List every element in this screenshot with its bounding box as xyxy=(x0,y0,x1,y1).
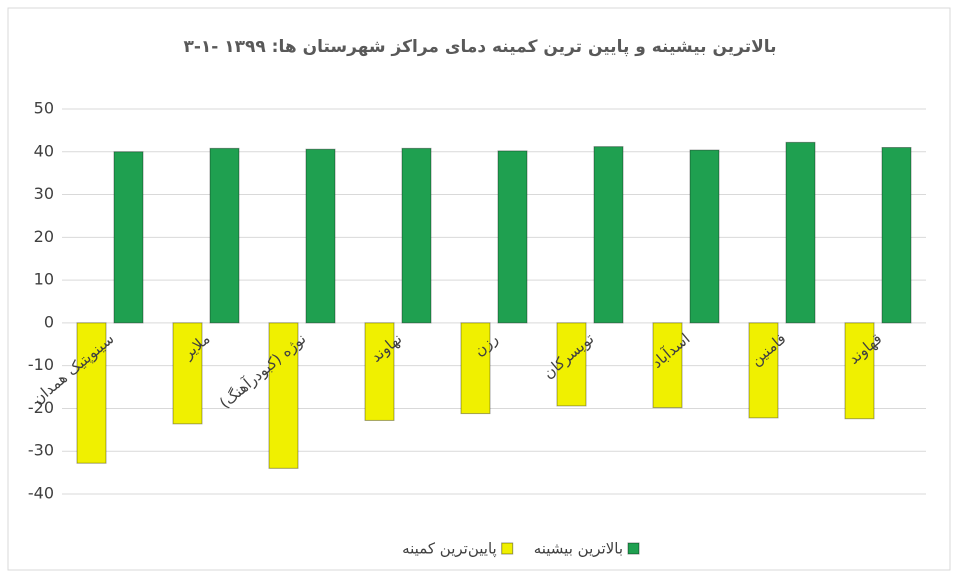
y-tick-label: 40 xyxy=(34,141,54,160)
y-tick-label: 30 xyxy=(34,184,54,203)
chart-title: ۳-۱- بالاترین بیشینه و پایین ترین کمینه … xyxy=(183,37,776,57)
bar xyxy=(364,322,395,421)
bar xyxy=(268,322,299,469)
bar xyxy=(881,147,912,324)
bar xyxy=(305,148,336,324)
y-tick-label: -30 xyxy=(28,441,54,460)
bar xyxy=(748,322,779,419)
bar xyxy=(785,141,816,324)
y-tick-label: 50 xyxy=(34,99,54,118)
legend-label: پایین‌ترین کمینه xyxy=(402,540,497,559)
bar xyxy=(401,147,432,324)
bar xyxy=(172,322,203,425)
y-tick-label: -10 xyxy=(28,355,54,374)
y-tick-label: 20 xyxy=(34,227,54,246)
y-tick-label: -20 xyxy=(28,398,54,417)
legend: بالاترین بیشینه پایین‌ترین کمینه xyxy=(402,540,640,559)
legend-swatch xyxy=(627,542,640,555)
bar xyxy=(209,147,240,324)
bar xyxy=(556,322,587,407)
bar xyxy=(460,322,491,415)
legend-label: بالاترین بیشینه xyxy=(534,540,623,558)
y-tick-label: -40 xyxy=(28,484,54,503)
legend-swatch xyxy=(501,542,514,555)
bar xyxy=(497,150,528,324)
bar xyxy=(76,322,107,464)
bar xyxy=(113,151,144,324)
y-tick-label: 0 xyxy=(44,312,54,331)
bar xyxy=(689,149,720,324)
y-tick-label: 10 xyxy=(34,270,54,289)
bar xyxy=(844,322,875,420)
bar xyxy=(593,146,624,324)
bar xyxy=(652,322,683,409)
